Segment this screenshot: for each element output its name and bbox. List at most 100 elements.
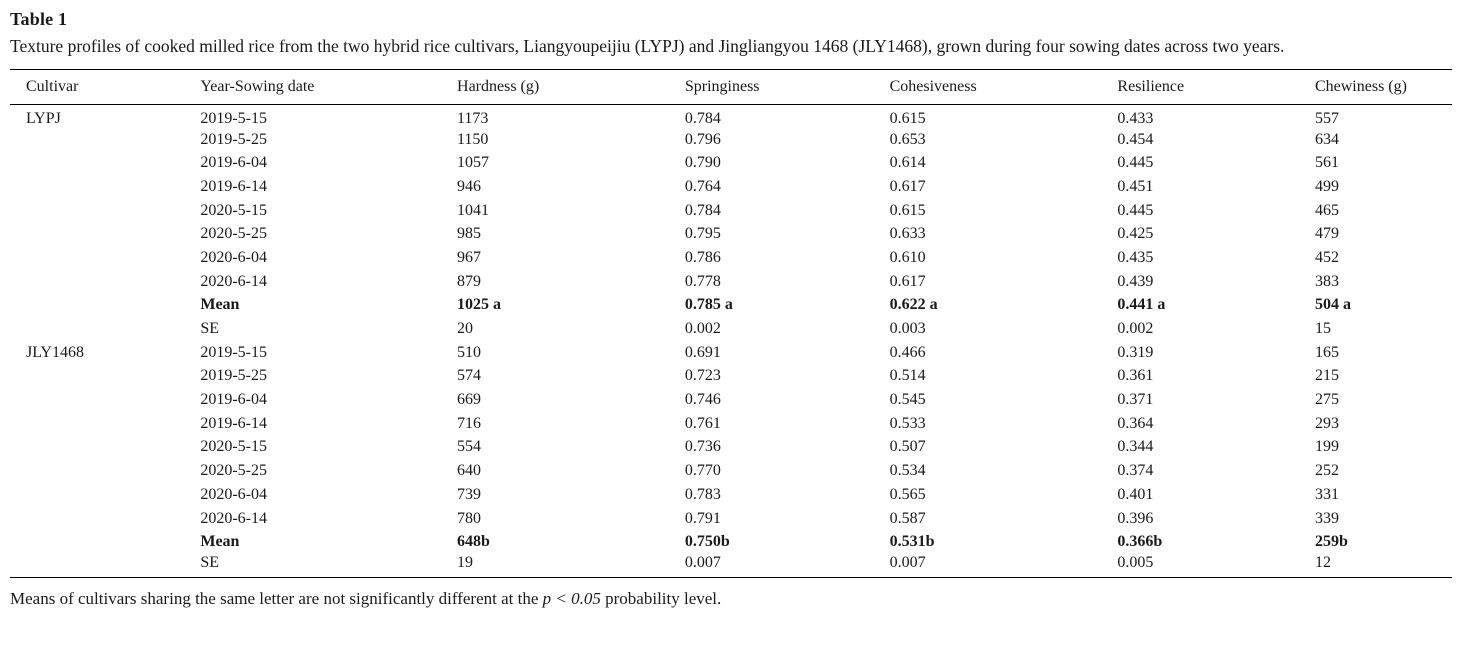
table-cell: 946 bbox=[457, 177, 482, 195]
table-cell: 0.615 bbox=[889, 201, 926, 219]
table-cell bbox=[10, 388, 200, 412]
table-row: LYPJ 2019-5-15 1173 0.784 0.615 0.433 557 bbox=[10, 104, 1452, 128]
table-row: 2019-6-04 669 0.746 0.545 0.371 275 bbox=[10, 388, 1452, 412]
table-cell: 0.439 bbox=[1117, 272, 1154, 290]
table-cell: 0.371 bbox=[1117, 391, 1154, 409]
table-cell: 504 a bbox=[1314, 296, 1351, 314]
table-cell: 452 bbox=[1314, 248, 1339, 266]
table-cell: 0.534 bbox=[889, 462, 926, 480]
table-cell: 2019-6-14 bbox=[200, 414, 267, 432]
table-cell: 739 bbox=[457, 485, 482, 503]
table-cell: 1041 bbox=[457, 201, 490, 219]
table-row: 2019-6-14 946 0.764 0.617 0.451 499 bbox=[10, 175, 1452, 199]
table-cell: 0.617 bbox=[889, 177, 926, 195]
table-cell: 557 bbox=[1314, 109, 1339, 127]
table-cell: 0.374 bbox=[1117, 462, 1154, 480]
table-cell bbox=[10, 365, 200, 389]
table-cell bbox=[10, 483, 200, 507]
table-cell: 0.764 bbox=[684, 177, 721, 195]
table-cell: 2020-6-14 bbox=[200, 272, 267, 290]
table-cell: 0.007 bbox=[684, 554, 890, 579]
table-cell: 2020-6-04 bbox=[200, 485, 267, 503]
data-table: Cultivar Year-Sowing date Hardness (g) S… bbox=[10, 68, 1452, 579]
column-header-cultivar: Cultivar bbox=[10, 68, 201, 105]
table-cell: 0.319 bbox=[1117, 343, 1154, 361]
table-cell: 0.366b bbox=[1117, 533, 1163, 551]
column-header-cohesiveness: Cohesiveness bbox=[889, 68, 1118, 105]
table-cell bbox=[10, 530, 200, 554]
table-cell: 215 bbox=[1314, 367, 1339, 385]
table-cell bbox=[10, 128, 200, 152]
table-row: 2020-5-15 554 0.736 0.507 0.344 199 bbox=[10, 436, 1452, 460]
table-cell: 0.344 bbox=[1117, 438, 1154, 456]
table-cell: 967 bbox=[457, 248, 482, 266]
table-cell: 479 bbox=[1314, 225, 1339, 243]
table-cell: 293 bbox=[1314, 414, 1339, 432]
table-cell bbox=[10, 175, 200, 199]
footnote-text: Means of cultivars sharing the same lett… bbox=[10, 589, 543, 609]
table-cell: 648b bbox=[457, 533, 490, 551]
table-cell: 0.796 bbox=[684, 130, 721, 148]
table-cell: 1057 bbox=[457, 154, 490, 172]
table-cell: 0.761 bbox=[684, 414, 721, 432]
table-cell: 499 bbox=[1314, 177, 1339, 195]
table-cell: 339 bbox=[1314, 509, 1339, 527]
footnote-suffix: probability level. bbox=[600, 589, 722, 609]
table-cell: 640 bbox=[457, 462, 482, 480]
table-cell: Mean bbox=[200, 533, 240, 551]
table-cell: 0.531b bbox=[889, 533, 935, 551]
table-cell bbox=[10, 222, 200, 246]
table-cell: 0.445 bbox=[1117, 154, 1154, 172]
table-cell: 0.002 bbox=[684, 320, 721, 338]
table-cell: 15 bbox=[1314, 320, 1331, 338]
table-cell bbox=[10, 246, 200, 270]
table-cell: 0.451 bbox=[1117, 177, 1154, 195]
table-cell: 0.003 bbox=[889, 320, 926, 338]
table-cell bbox=[10, 151, 200, 175]
table-cell: 2019-5-25 bbox=[200, 130, 267, 148]
table-header: Cultivar Year-Sowing date Hardness (g) S… bbox=[10, 68, 1452, 105]
table-cell: 0.790 bbox=[684, 154, 721, 172]
table-cell: 780 bbox=[457, 509, 482, 527]
table-cell: 259b bbox=[1314, 533, 1348, 551]
table-cell: 0.778 bbox=[684, 272, 721, 290]
table-cell: 2019-6-14 bbox=[200, 177, 267, 195]
table-cell: 1173 bbox=[457, 109, 489, 127]
table-row: 2020-6-14 780 0.791 0.587 0.396 339 bbox=[10, 507, 1452, 531]
table-cell bbox=[10, 199, 200, 223]
table-cell: Mean bbox=[200, 296, 240, 314]
table-cell: 0.622 a bbox=[889, 296, 938, 314]
table-cell: 0.615 bbox=[889, 109, 926, 127]
table-row: Mean 1025 a 0.785 a 0.622 a 0.441 a 504 a bbox=[10, 294, 1452, 318]
table-cell: 634 bbox=[1314, 130, 1339, 148]
table-cell: 0.396 bbox=[1117, 509, 1154, 527]
table-cell: 2020-5-25 bbox=[200, 462, 267, 480]
table-row: Mean 648b 0.750b 0.531b 0.366b 259b bbox=[10, 530, 1452, 554]
table-cell bbox=[10, 317, 200, 341]
table-cell: 985 bbox=[457, 225, 482, 243]
table-row: 2019-5-25 574 0.723 0.514 0.361 215 bbox=[10, 365, 1452, 389]
table-cell: 383 bbox=[1314, 272, 1339, 290]
table-cell: 0.361 bbox=[1117, 367, 1154, 385]
table-cell: LYPJ bbox=[26, 109, 61, 127]
table-cell: 0.786 bbox=[684, 248, 721, 266]
table-cell: 0.425 bbox=[1117, 225, 1154, 243]
table-row: 2020-6-04 739 0.783 0.565 0.401 331 bbox=[10, 483, 1452, 507]
table-cell: 2019-5-15 bbox=[200, 343, 267, 361]
table-cell: 2020-6-14 bbox=[200, 509, 267, 527]
table-cell: 165 bbox=[1314, 343, 1339, 361]
table-cell: 1025 a bbox=[457, 296, 502, 314]
column-header-hardness: Hardness (g) bbox=[457, 68, 685, 105]
table-cell: 0.750b bbox=[684, 533, 730, 551]
table-cell: 0.533 bbox=[889, 414, 926, 432]
table-cell: 574 bbox=[457, 367, 482, 385]
table-cell: 669 bbox=[457, 391, 482, 409]
table-row: 2020-6-14 879 0.778 0.617 0.439 383 bbox=[10, 270, 1452, 294]
table-cell: 0.364 bbox=[1117, 414, 1154, 432]
table-row: SE 20 0.002 0.003 0.002 15 bbox=[10, 317, 1452, 341]
footnote-pvalue: p < 0.05 bbox=[542, 589, 601, 609]
table-cell: 20 bbox=[457, 320, 474, 338]
table-body: LYPJ 2019-5-15 1173 0.784 0.615 0.433 557 2019-… bbox=[10, 104, 1452, 579]
table-cell: 0.691 bbox=[684, 343, 721, 361]
